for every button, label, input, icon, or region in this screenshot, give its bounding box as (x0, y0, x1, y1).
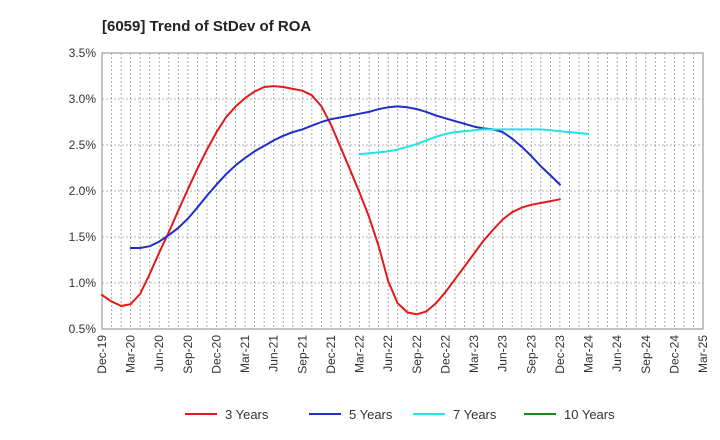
x-tick-label: Jun-20 (152, 335, 166, 372)
y-tick-label: 1.5% (69, 230, 97, 244)
x-tick-label: Sep-24 (639, 335, 653, 374)
x-tick-label: Mar-25 (696, 335, 710, 373)
y-tick-label: 2.5% (69, 138, 97, 152)
chart-title: [6059] Trend of StDev of ROA (102, 18, 311, 35)
x-tick-label: Dec-23 (553, 335, 567, 374)
legend: 3 Years 5 Years 7 Years 10 Years (185, 407, 615, 422)
legend-label: 7 Years (453, 407, 497, 422)
x-tick-label: Mar-22 (353, 335, 367, 373)
x-tick-label: Mar-24 (582, 335, 596, 373)
y-tick-label: 2.0% (69, 184, 97, 198)
x-tick-label: Jun-21 (267, 335, 281, 372)
x-tick-label: Mar-20 (124, 335, 138, 373)
x-tick-label: Sep-21 (295, 335, 309, 374)
axis-layer: 0.5% 1.0% 1.5% 2.0% 2.5% 3.0% 3.5% Dec-19 Mar-20… (69, 46, 710, 374)
x-tick-label: Dec-21 (324, 335, 338, 374)
y-tick-label: 3.0% (69, 92, 97, 106)
x-tick-label: Jun-23 (496, 335, 510, 372)
y-tick-label: 0.5% (69, 322, 97, 336)
x-tick-label: Dec-22 (438, 335, 452, 374)
legend-label: 5 Years (349, 407, 393, 422)
y-tick-label: 3.5% (69, 46, 97, 60)
x-tick-label: Jun-24 (610, 335, 624, 372)
x-tick-label: Dec-19 (95, 335, 109, 374)
grid-layer (101, 52, 704, 330)
legend-label: 3 Years (225, 407, 269, 422)
x-tick-label: Sep-20 (181, 335, 195, 374)
series-line (358, 128, 590, 156)
x-tick-label: Dec-20 (209, 335, 223, 374)
series-line (101, 85, 561, 316)
x-tick-label: Dec-24 (667, 335, 681, 374)
y-tick-label: 1.0% (69, 276, 97, 290)
x-tick-label: Sep-22 (410, 335, 424, 374)
x-tick-label: Mar-23 (467, 335, 481, 373)
x-tick-label: Mar-21 (238, 335, 252, 373)
x-tick-label: Jun-22 (381, 335, 395, 372)
legend-label: 10 Years (564, 407, 615, 422)
series-layer (101, 85, 590, 316)
x-tick-label: Sep-23 (524, 335, 538, 374)
